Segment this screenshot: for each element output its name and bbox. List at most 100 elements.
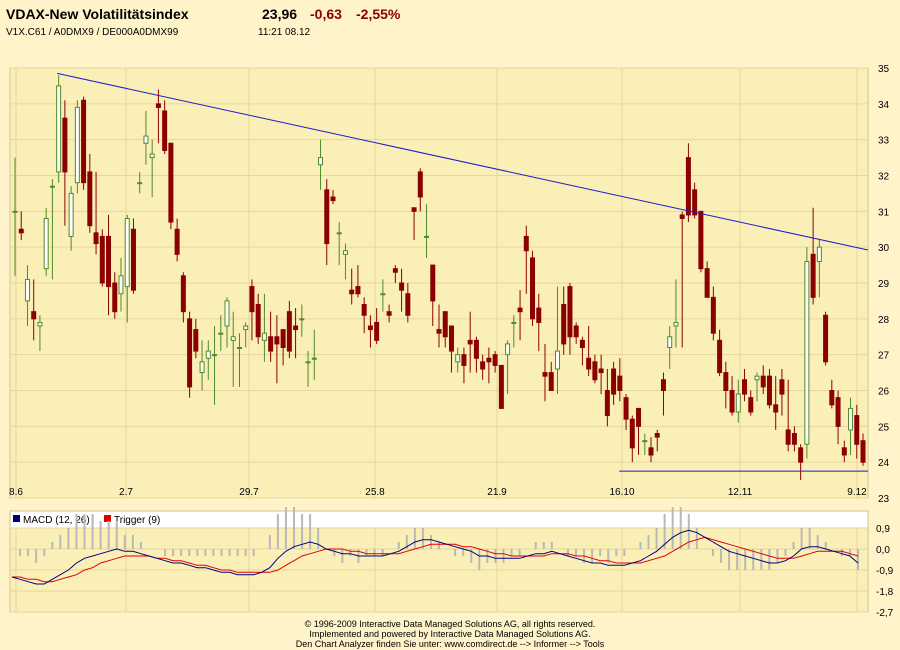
candle-body xyxy=(685,157,691,216)
candle-body xyxy=(361,304,367,316)
candle-body xyxy=(505,343,511,356)
candle-body xyxy=(704,268,710,298)
candle-body xyxy=(798,447,804,463)
candle-body xyxy=(561,304,567,345)
candle-body xyxy=(249,286,255,313)
candle-body xyxy=(530,257,536,320)
candle-body xyxy=(386,311,392,316)
candle-body xyxy=(280,329,286,349)
price-tick-label: 34 xyxy=(878,100,890,111)
candle-body xyxy=(723,372,729,392)
price-gridlines xyxy=(10,67,868,499)
instrument-title: VDAX-New Volatilitätsindex xyxy=(6,6,189,22)
date-tick-label: 25.8 xyxy=(365,487,385,498)
instrument-identifiers: V1X.C61 / A0DMX9 / DE000A0DMX99 xyxy=(6,27,179,38)
candle-body xyxy=(162,110,168,151)
candle-body xyxy=(112,282,118,313)
candle-body xyxy=(804,261,810,445)
candle-body xyxy=(168,142,174,223)
candle-body xyxy=(68,192,74,237)
candle-body xyxy=(810,253,816,298)
candle-body xyxy=(392,268,398,273)
candle-body xyxy=(586,357,592,370)
candle-body xyxy=(243,325,249,331)
candle-body xyxy=(49,185,55,188)
candle-body xyxy=(442,311,448,338)
candle-body xyxy=(330,196,336,202)
candle-body xyxy=(87,171,93,227)
macd-tick-label: 0,9 xyxy=(876,524,890,535)
macd-tick-label: -0,9 xyxy=(876,566,894,577)
candle-body xyxy=(636,407,642,427)
macd-lines xyxy=(11,529,859,585)
candle-body xyxy=(193,329,199,352)
date-tick-label: 29.7 xyxy=(239,487,259,498)
candle-body xyxy=(305,361,311,364)
footer-line-3: Den Chart Analyzer finden Sie unter: www… xyxy=(295,639,605,649)
candle-body xyxy=(430,264,436,302)
candle-body xyxy=(473,339,479,359)
candle-body xyxy=(380,293,386,296)
candle-body xyxy=(673,321,679,327)
candle-body xyxy=(130,228,136,291)
candle-body xyxy=(56,85,62,173)
macd-histogram xyxy=(19,507,859,570)
candle-body xyxy=(760,375,766,388)
candle-body xyxy=(31,311,37,320)
candle-body xyxy=(573,325,579,338)
date-tick-label: 9.12 xyxy=(847,487,867,498)
candle-body xyxy=(293,325,299,331)
candle-body xyxy=(791,433,797,445)
candle-body xyxy=(124,218,130,288)
macd-line xyxy=(11,529,859,585)
date-tick-label: 12.11 xyxy=(728,487,753,498)
price-tick-label: 28 xyxy=(878,315,890,326)
price-tick-label: 24 xyxy=(878,458,890,469)
candle-body xyxy=(349,289,355,295)
candle-body xyxy=(461,354,467,366)
price-tick-label: 27 xyxy=(878,351,890,362)
candle-body xyxy=(12,210,18,213)
candle-body xyxy=(467,339,473,345)
candle-body xyxy=(742,379,748,395)
price-tick-label: 29 xyxy=(878,279,890,290)
price-tick-label: 23 xyxy=(878,494,890,505)
candle-body xyxy=(816,246,822,263)
candle-body xyxy=(99,235,105,284)
candle-body xyxy=(336,232,342,235)
date-x-axis: 8.6 2.7 29.7 25.8 21.9 16.10 12.11 9.12 xyxy=(9,487,867,498)
candle-body xyxy=(149,153,155,159)
candle-body xyxy=(106,235,112,288)
candle-body xyxy=(218,332,224,335)
price-change-percent: -2,55% xyxy=(356,6,401,22)
copyright-footer: © 1996-2009 Interactive Data Managed Sol… xyxy=(0,619,900,649)
candle-body xyxy=(648,447,654,456)
candle-body xyxy=(299,318,305,321)
candle-body xyxy=(754,375,760,381)
candle-body xyxy=(710,296,716,334)
candle-body xyxy=(24,278,30,302)
candle-body xyxy=(835,397,841,427)
candle-body xyxy=(611,368,617,395)
candle-body xyxy=(660,379,666,391)
price-tick-label: 26 xyxy=(878,387,890,398)
candle-body xyxy=(692,189,698,216)
candle-body xyxy=(342,250,348,255)
candle-body xyxy=(729,390,735,413)
macd-tick-label: -1,8 xyxy=(876,587,894,598)
candle-body xyxy=(536,307,542,323)
candle-body xyxy=(841,447,847,456)
candle-body xyxy=(642,440,648,443)
candle-body xyxy=(374,321,380,341)
candle-body xyxy=(417,171,423,198)
candle-body xyxy=(436,329,442,334)
candle-body xyxy=(592,361,598,381)
candle-body xyxy=(224,300,230,327)
price-tick-label: 32 xyxy=(878,172,890,183)
candle-body xyxy=(399,282,405,291)
candle-body xyxy=(654,433,660,438)
candle-body xyxy=(405,293,411,316)
candle-body xyxy=(829,390,835,406)
candle-body xyxy=(311,357,317,360)
chart-area: 23 24 25 26 27 28 29 30 31 32 33 34 35 8.6 2.7 29.7 25.… xyxy=(9,64,894,619)
